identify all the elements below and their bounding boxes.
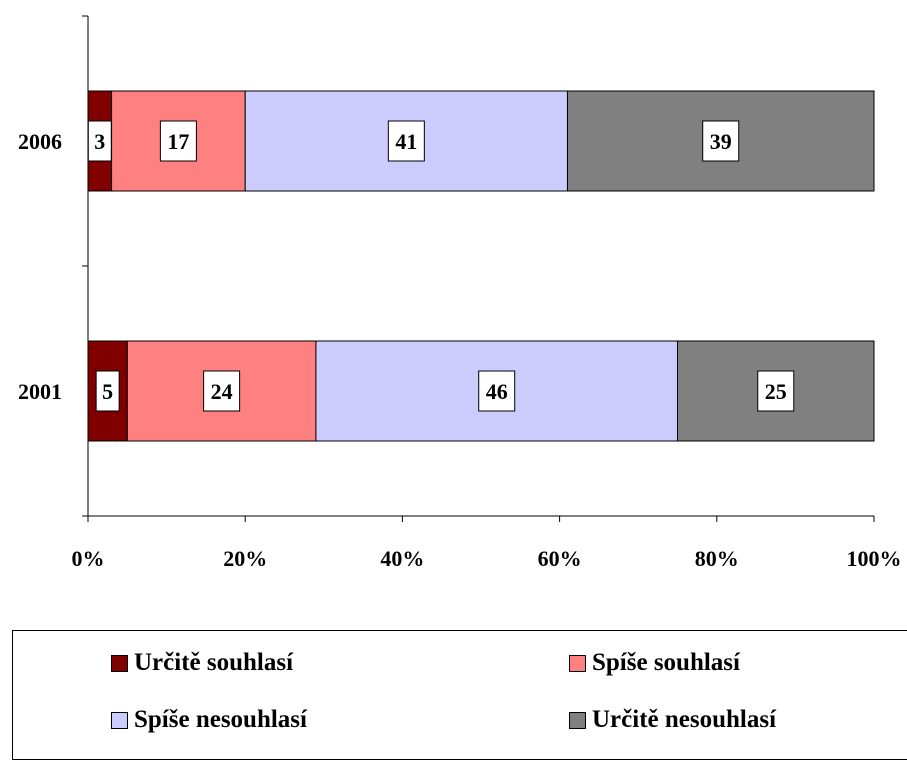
data-label-2001-spise-souhlasi: 24 (211, 379, 233, 404)
x-tick-label-60: 60% (538, 546, 582, 571)
legend-swatch-spise-nesouhlasi (111, 711, 128, 729)
legend-swatch-spise-souhlasi (569, 654, 586, 672)
x-tick-label-20: 20% (223, 546, 267, 571)
x-tick-label-80: 80% (695, 546, 739, 571)
legend-item-spise-souhlasi: Spíše souhlasí (569, 649, 740, 677)
data-label-box-2006-spise-nesouhlasi (387, 120, 425, 162)
data-label-2006-urcite-souhlasi: 3 (94, 129, 105, 154)
legend-label-spise-souhlasi: Spíše souhlasí (592, 649, 740, 676)
legend-label-urcite-souhlasi: Určitě souhlasí (134, 649, 294, 676)
data-label-2001-spise-nesouhlasi: 46 (486, 379, 508, 404)
y-tick-label-2001: 2001 (18, 379, 62, 404)
legend: Určitě souhlasí Spíše souhlasí Spíše nes… (12, 630, 907, 760)
data-label-box-2001-spise-souhlasi (203, 370, 241, 412)
legend-label-spise-nesouhlasi: Spíše nesouhlasí (134, 706, 307, 733)
data-label-2001-urcite-souhlasi: 5 (102, 379, 113, 404)
legend-item-urcite-souhlasi: Určitě souhlasí (111, 649, 293, 677)
x-tick-label-40: 40% (380, 546, 424, 571)
x-tick-label-100: 100% (847, 546, 902, 571)
legend-swatch-urcite-nesouhlasi (569, 711, 586, 729)
legend-item-urcite-nesouhlasi: Určitě nesouhlasí (569, 706, 776, 734)
y-tick-label-2006: 2006 (18, 129, 62, 154)
data-label-2006-spise-souhlasi: 17 (167, 129, 189, 154)
chart-plot: 3 17 41 39 2006 5 24 46 25 2001 0% 20% 40% 60% 80% 100% (18, 15, 902, 571)
chart: 3 17 41 39 2006 5 24 46 25 2001 0% 20% 40% 60% 80% 100% (18, 15, 902, 571)
legend-swatch-urcite-souhlasi (111, 654, 128, 672)
legend-item-spise-nesouhlasi: Spíše nesouhlasí (111, 706, 307, 734)
data-label-2001-urcite-nesouhlasi: 25 (765, 379, 787, 404)
legend-label-urcite-nesouhlasi: Určitě nesouhlasí (592, 706, 777, 733)
data-label-2006-urcite-nesouhlasi: 39 (710, 129, 732, 154)
data-label-box-2001-urcite-souhlasi (95, 370, 120, 412)
data-label-box-2001-spise-nesouhlasi (478, 370, 516, 412)
x-tick-label-0: 0% (72, 546, 105, 571)
data-label-box-2001-urcite-nesouhlasi (757, 370, 795, 412)
data-label-box-2006-spise-souhlasi (159, 120, 197, 162)
data-label-2006-spise-nesouhlasi: 41 (395, 129, 417, 154)
data-label-box-2006-urcite-nesouhlasi (702, 120, 740, 162)
